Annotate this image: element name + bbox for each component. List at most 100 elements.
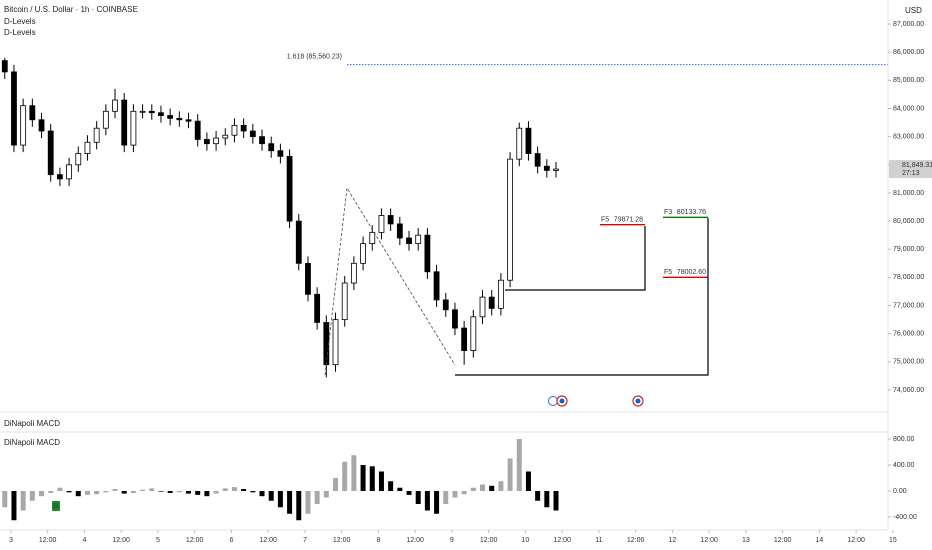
- histogram-bar: [11, 490, 17, 521]
- candle-body: [259, 136, 265, 145]
- x-tick-label: 12:00: [553, 537, 571, 544]
- x-tick-label: 15: [889, 537, 897, 544]
- x-tick-label: 3: [9, 537, 13, 544]
- histogram-bar: [434, 490, 440, 514]
- histogram-bar: [296, 490, 302, 521]
- candle-body: [295, 220, 302, 264]
- candle-body: [433, 271, 440, 301]
- candle-body: [396, 223, 403, 239]
- histogram-bar: [94, 490, 100, 495]
- level-name: F5: [664, 269, 672, 276]
- histogram-bar: [176, 490, 182, 493]
- y-tick-label: 0.00: [893, 488, 907, 495]
- histogram-bar: [489, 485, 495, 491]
- x-tick-label: 9: [450, 537, 454, 544]
- y-tick-label: 81,000.00: [893, 190, 924, 197]
- x-tick-label: 13: [742, 537, 750, 544]
- candle-body: [470, 316, 477, 352]
- candle-body: [323, 322, 330, 366]
- candle-body: [341, 282, 348, 321]
- y-tick-label: 400.00: [893, 462, 915, 469]
- currency-label: USD: [905, 6, 922, 15]
- histogram-bar: [121, 490, 127, 494]
- candle-body: [277, 150, 284, 157]
- candle-body: [203, 139, 210, 145]
- candle-body: [176, 117, 183, 121]
- x-tick-label: 14: [815, 537, 823, 544]
- candle-body: [268, 143, 275, 152]
- candle-body: [424, 234, 431, 273]
- candle-body: [350, 262, 357, 284]
- candle-body: [1, 60, 8, 73]
- candle-body: [102, 110, 109, 129]
- candle-body: [249, 130, 256, 138]
- candle-body: [167, 115, 174, 119]
- y-tick-label: 87,000.00: [893, 21, 924, 28]
- event-icon: [548, 395, 644, 407]
- histogram-bar: [277, 490, 283, 508]
- histogram-bar: [259, 490, 265, 497]
- x-tick-label: 4: [82, 537, 86, 544]
- level-box: [455, 218, 709, 376]
- candle-body: [543, 165, 550, 171]
- histogram-bar: [470, 487, 476, 491]
- candle-body: [47, 130, 54, 176]
- candle-body: [378, 215, 385, 233]
- x-tick-label: 11: [595, 537, 602, 544]
- y-tick-label: 77,000.00: [893, 302, 924, 309]
- histogram-bar: [75, 490, 81, 497]
- x-tick-label: 12:00: [480, 537, 498, 544]
- y-tick-label: 84,000.00: [893, 105, 924, 112]
- histogram-bar: [544, 490, 550, 508]
- x-tick-label: 12:00: [406, 537, 424, 544]
- candle-body: [194, 120, 201, 140]
- histogram-bar: [250, 490, 256, 493]
- level-value: 79871.28: [614, 217, 643, 224]
- y-tick-label: 85,000.00: [893, 77, 924, 84]
- level-name: F5: [601, 217, 609, 224]
- histogram-bar: [39, 490, 45, 497]
- histogram-bar: [29, 490, 35, 501]
- y-tick-label: 83,000.00: [893, 133, 924, 140]
- histogram-bar: [461, 490, 467, 495]
- marker-box: [52, 501, 60, 511]
- candle-body: [369, 231, 376, 245]
- histogram-bar: [48, 490, 54, 493]
- histogram-bar: [480, 484, 486, 491]
- histogram-bar: [140, 489, 146, 491]
- histogram-bar: [130, 490, 136, 493]
- histogram-bar: [314, 490, 320, 504]
- candle-body: [497, 279, 504, 309]
- last-price-label: 81,849.31: [902, 162, 932, 169]
- y-tick-label: -400.00: [893, 514, 917, 521]
- x-tick-label: 12:00: [112, 537, 130, 544]
- candle-body: [360, 243, 366, 264]
- candle-body: [130, 110, 137, 146]
- level-value: 78002.60: [677, 269, 706, 276]
- fib-label: 1.618 (85,560.23): [287, 53, 342, 60]
- histogram-bar: [186, 490, 192, 494]
- y-tick-label: 800.00: [893, 436, 915, 443]
- histogram-bar: [388, 481, 394, 491]
- histogram-bar: [167, 490, 173, 493]
- histogram-bar: [103, 490, 109, 493]
- level-name: F3: [664, 209, 672, 216]
- histogram-bar: [323, 490, 329, 498]
- candle-body: [479, 296, 486, 318]
- y-tick-label: 75,000.00: [893, 359, 924, 366]
- candle-body: [442, 299, 449, 311]
- y-tick-label: 74,000.00: [893, 387, 924, 394]
- histogram-bar: [241, 489, 247, 491]
- candle-body: [148, 110, 155, 114]
- histogram-bar: [112, 489, 118, 491]
- x-tick-label: 10: [521, 537, 529, 544]
- candle-body: [20, 105, 27, 146]
- histogram-bar: [2, 490, 8, 508]
- histogram-bar: [535, 490, 541, 501]
- histogram-bar: [268, 490, 274, 501]
- candle-body: [332, 319, 339, 366]
- candle-body: [553, 168, 559, 171]
- signal-marker: R: [52, 501, 60, 511]
- candle-body: [240, 124, 247, 132]
